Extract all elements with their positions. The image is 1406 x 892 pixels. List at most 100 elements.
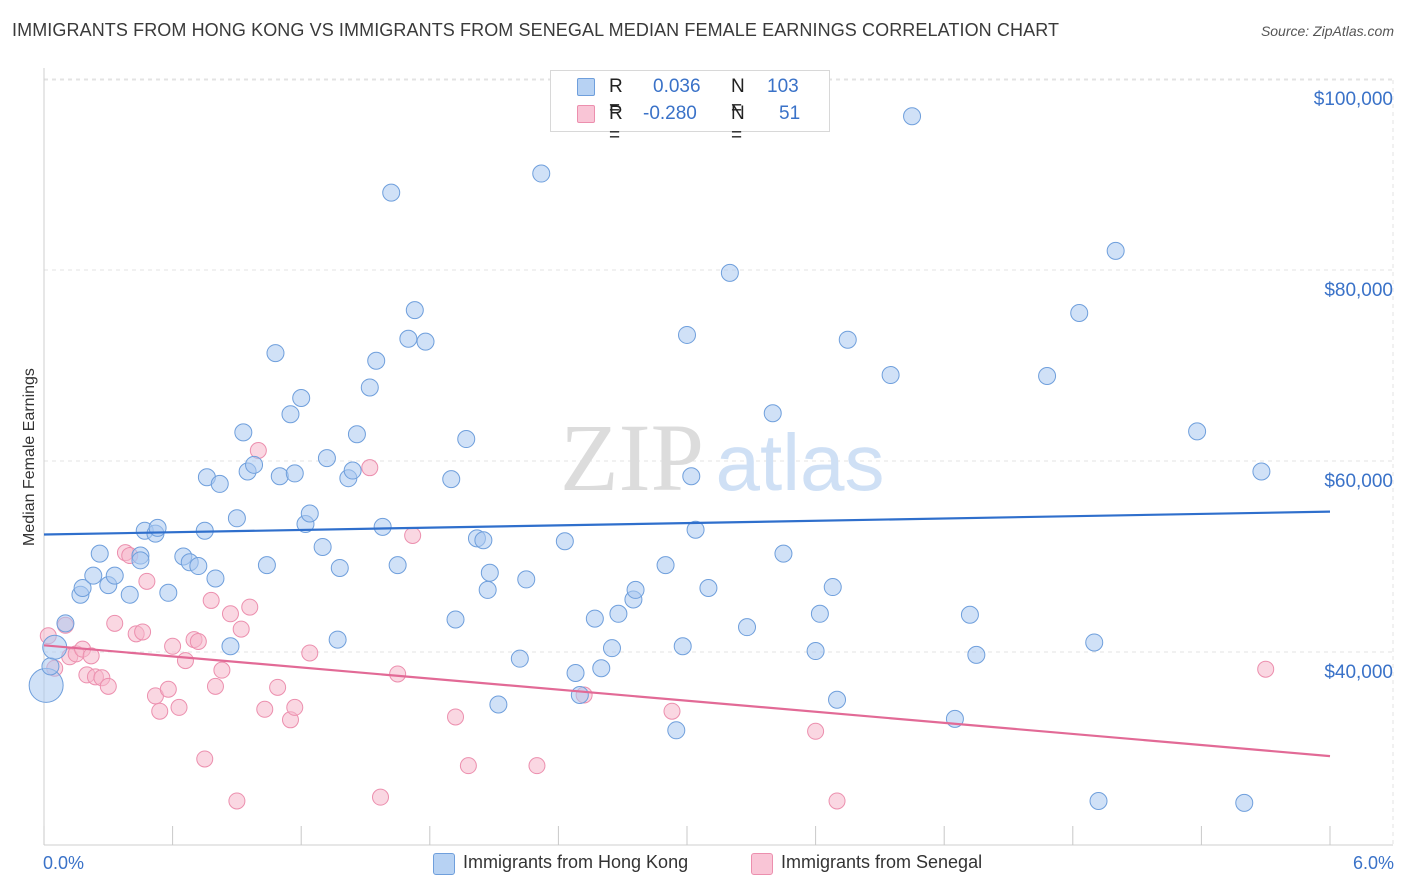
hong-kong-point <box>73 579 92 598</box>
senegal-point <box>269 678 287 696</box>
hong-kong-point <box>823 578 842 597</box>
hong-kong-point <box>442 470 461 489</box>
series-label-hong-kong: Immigrants from Hong Kong <box>463 852 689 872</box>
senegal-point <box>663 702 681 720</box>
hong-kong-point <box>367 351 386 370</box>
chart-title: IMMIGRANTS FROM HONG KONG VS IMMIGRANTS … <box>12 20 1060 40</box>
senegal-point <box>807 722 825 740</box>
hong-kong-point <box>738 618 757 637</box>
legend-r-value: 0.036 <box>653 76 701 97</box>
senegal-point <box>389 665 407 683</box>
senegal-point <box>228 792 246 810</box>
senegal-point <box>372 788 390 806</box>
hong-kong-point <box>609 604 628 623</box>
senegal-point <box>447 708 465 726</box>
hong-kong-point <box>41 657 60 676</box>
hong-kong-point <box>206 569 225 588</box>
hong-kong-point <box>532 164 551 183</box>
senegal-point <box>151 702 169 720</box>
senegal-point <box>170 698 188 716</box>
hong-kong-point <box>828 690 847 709</box>
hong-kong-point <box>673 637 692 656</box>
hong-kong-point <box>1070 303 1089 322</box>
hong-kong-point <box>148 518 167 537</box>
senegal-point <box>459 757 477 775</box>
senegal-point <box>241 598 259 616</box>
senegal-point <box>82 647 100 665</box>
hong-kong-point <box>489 695 508 714</box>
hong-kong-point <box>602 639 621 658</box>
hong-kong-point <box>960 605 979 624</box>
y-tick-label: $80,000 <box>1324 280 1393 301</box>
hong-kong-point <box>416 332 435 351</box>
axes <box>43 68 1393 846</box>
legend-swatch-hong-kong <box>577 78 595 96</box>
hong-kong-point <box>667 721 686 740</box>
hong-kong-point <box>292 388 311 407</box>
hong-kong-point <box>84 566 103 585</box>
legend-r-value: -0.280 <box>643 103 697 124</box>
hong-kong-point <box>570 685 589 704</box>
hong-kong-point <box>555 532 574 551</box>
senegal-point <box>189 632 207 650</box>
senegal-point <box>828 792 846 810</box>
watermark-atlas: atlas <box>716 418 885 507</box>
series-swatch-hong-kong <box>433 853 455 875</box>
hong-kong-point <box>699 579 718 598</box>
hong-kong-point <box>510 649 529 668</box>
hong-kong-point <box>210 474 229 493</box>
senegal-point <box>286 698 304 716</box>
hong-kong-point <box>405 301 424 320</box>
hong-kong-point <box>585 609 604 628</box>
hong-kong-point <box>382 183 401 202</box>
hong-kong-point <box>626 580 645 599</box>
hong-kong-point <box>347 425 366 444</box>
hong-kong-point <box>227 509 246 528</box>
hong-kong-point <box>328 630 347 649</box>
senegal-point <box>176 652 194 670</box>
correlation-legend: R = 0.036 N = 103 R = -0.280 N = 51 <box>550 70 830 146</box>
hong-kong-point <box>234 423 253 442</box>
hong-kong-point <box>270 467 289 486</box>
hong-kong-point <box>720 263 739 282</box>
hong-kong-point <box>56 614 75 633</box>
legend-n-value: 51 <box>779 103 801 124</box>
series-label-senegal: Immigrants from Senegal <box>781 852 983 872</box>
hong-kong-point <box>285 464 304 483</box>
senegal-trendline <box>43 644 1331 758</box>
senegal-point <box>213 661 231 679</box>
hong-kong-point <box>90 544 109 563</box>
y-tick-label: $40,000 <box>1324 662 1393 683</box>
hong-kong-point <box>656 556 675 575</box>
hong-kong-point <box>360 378 379 397</box>
hong-kong-point <box>1235 793 1254 812</box>
senegal-point <box>134 623 152 641</box>
senegal-point <box>99 677 117 695</box>
hong-kong-point <box>373 517 392 536</box>
senegal-point <box>206 677 224 695</box>
hong-kong-point <box>446 610 465 629</box>
hong-kong-point <box>592 659 611 678</box>
hong-kong-point <box>806 642 825 661</box>
legend-n-label: N = <box>731 76 745 119</box>
senegal-point <box>164 637 182 655</box>
hong-kong-point <box>1085 633 1104 652</box>
y-tick-labels: $40,000 $60,000 $80,000 $100,000 <box>1314 89 1393 683</box>
watermark: ZIP atlas <box>560 404 884 511</box>
watermark-zip: ZIP <box>560 404 704 511</box>
senegal-point <box>202 591 220 609</box>
hong-kong-point <box>478 580 497 599</box>
x-tick-label-min: 0.0% <box>43 853 85 873</box>
y-tick-label: $100,000 <box>1314 89 1393 110</box>
y-tick-label: $60,000 <box>1324 471 1393 492</box>
series-swatch-senegal <box>751 853 773 875</box>
hong-kong-points <box>28 107 1271 812</box>
hong-kong-point <box>474 531 493 550</box>
hong-kong-point <box>245 455 264 474</box>
senegal-point <box>301 644 319 662</box>
hong-kong-point <box>682 467 701 486</box>
hong-kong-point <box>774 544 793 563</box>
hong-kong-point <box>566 664 585 683</box>
hong-kong-point <box>1038 367 1057 386</box>
senegal-point <box>256 700 274 718</box>
